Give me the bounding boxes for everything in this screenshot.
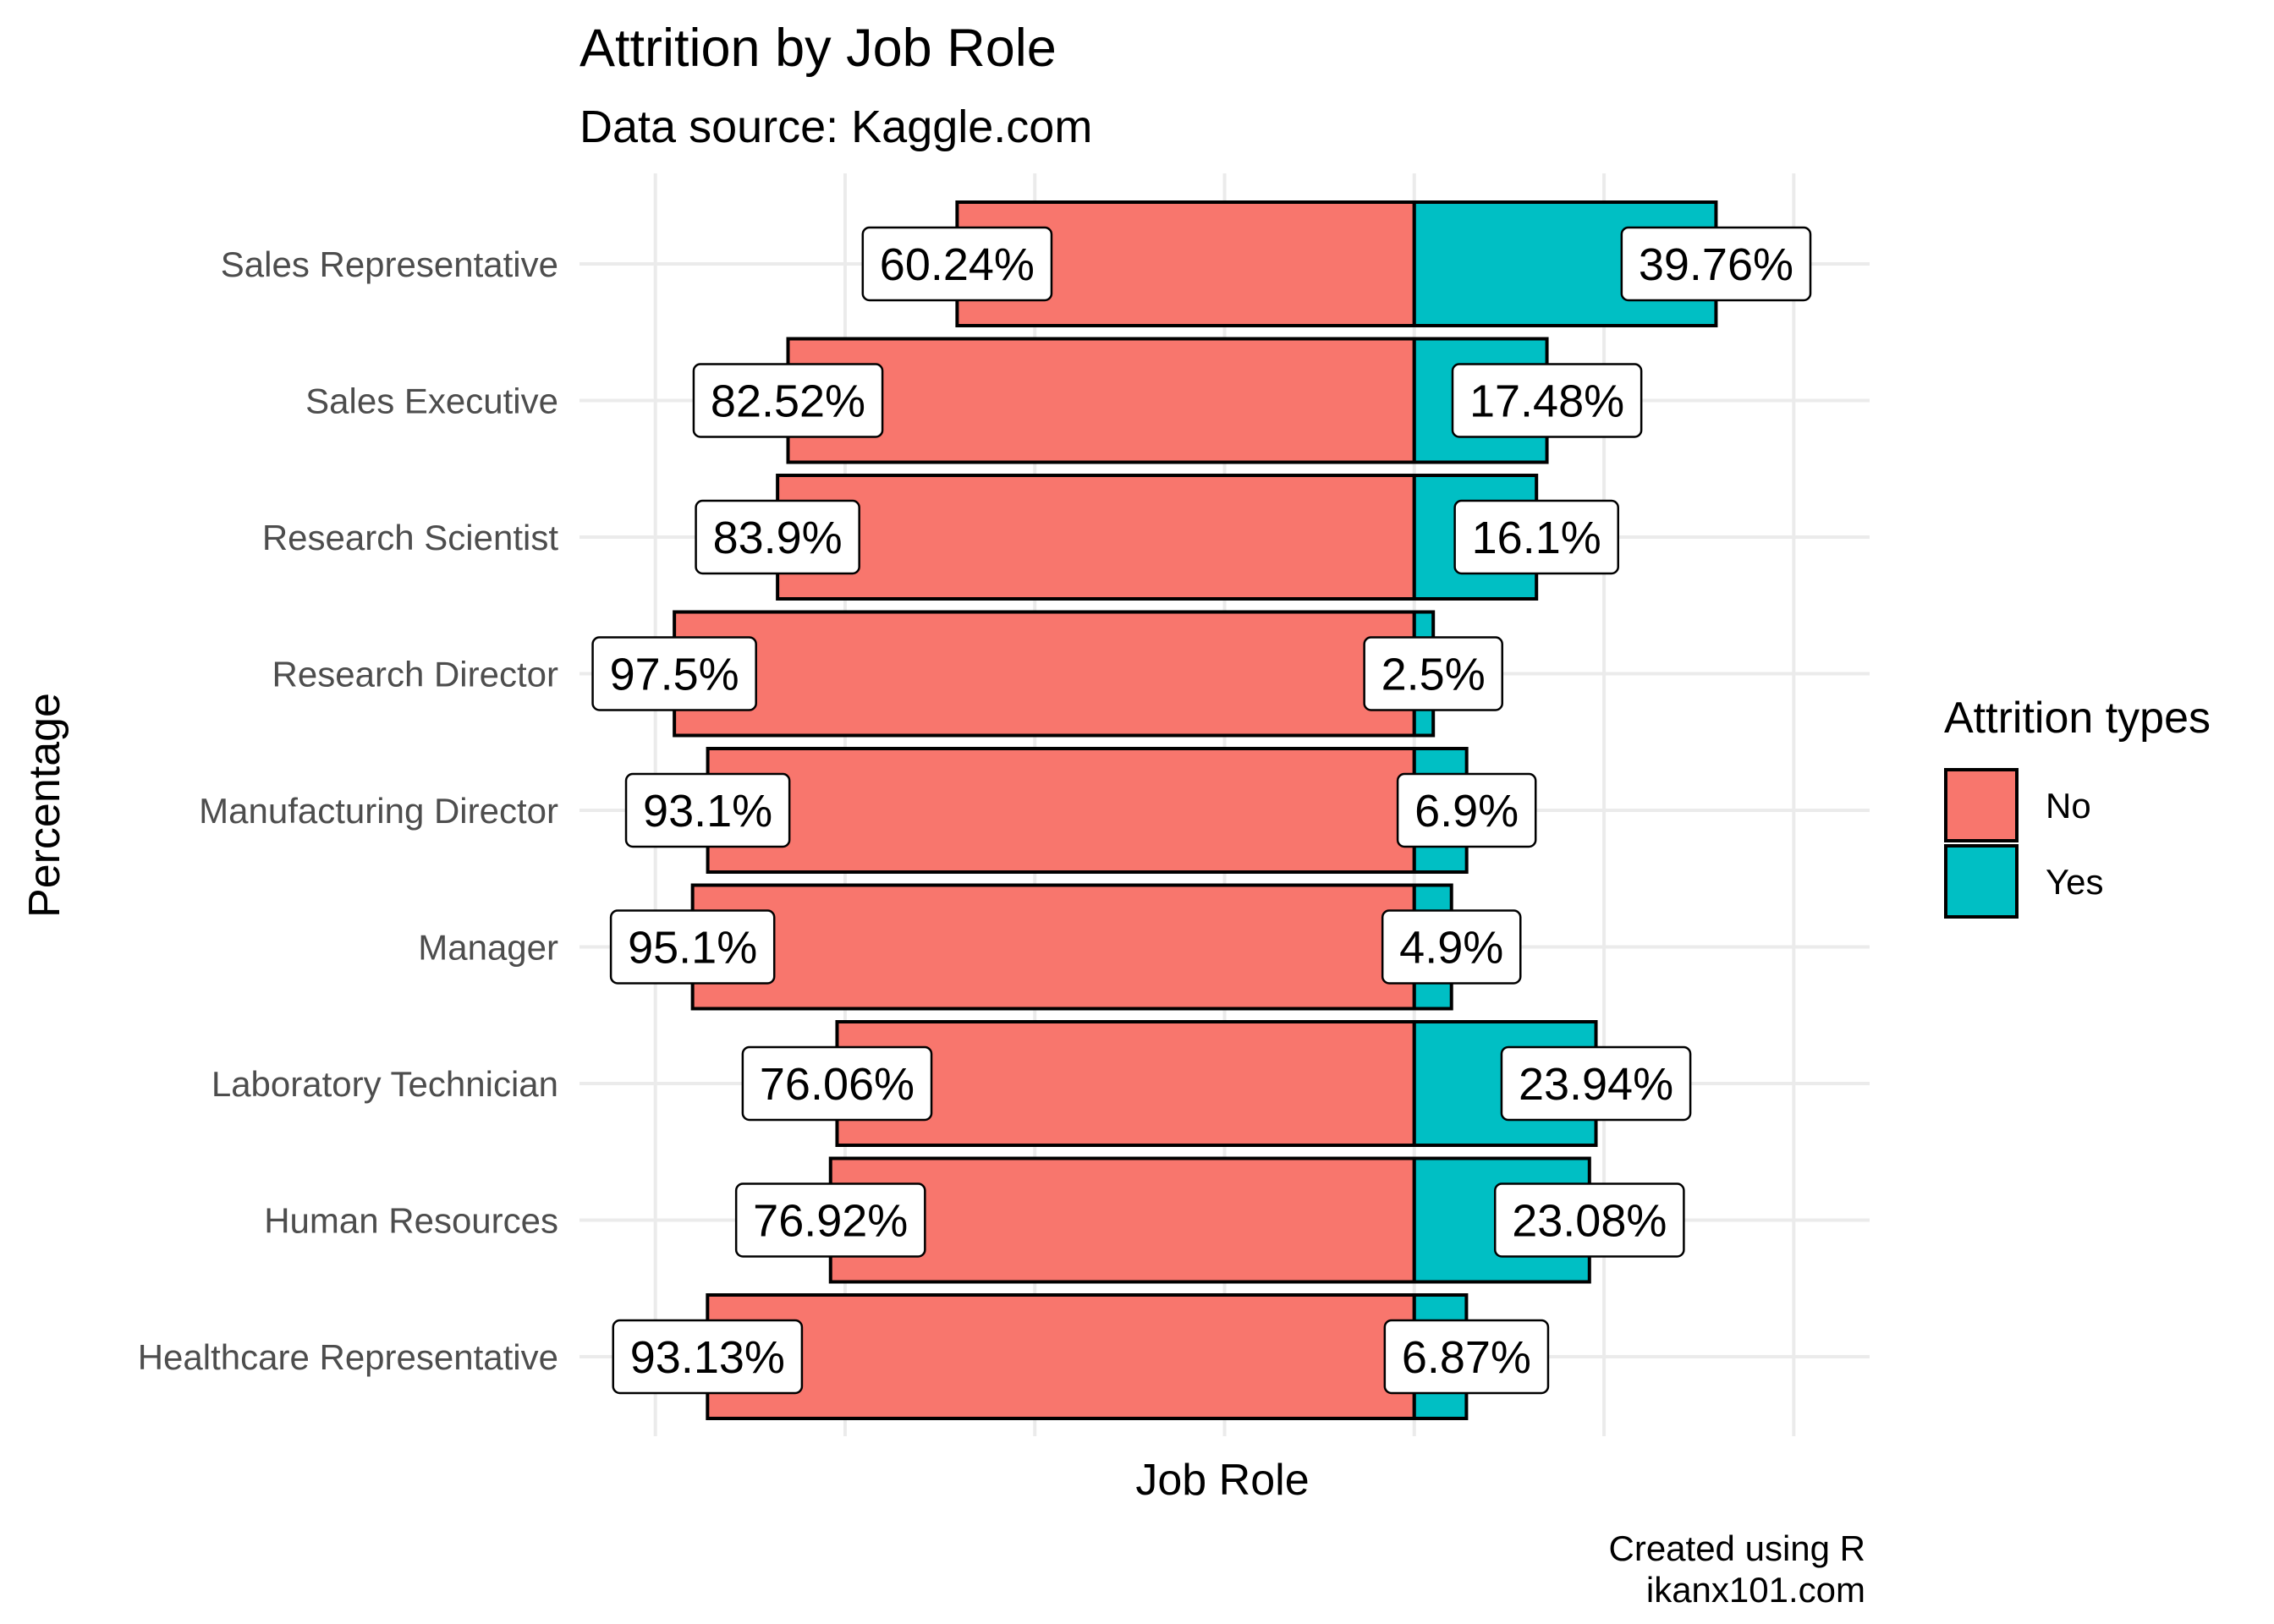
svg-text:93.1%: 93.1% [643, 786, 772, 837]
svg-text:39.76%: 39.76% [1639, 239, 1793, 290]
bars [673, 200, 1718, 1420]
svg-text:95.1%: 95.1% [628, 923, 757, 974]
bar-no-human-resources [828, 1156, 1416, 1284]
svg-text:23.94%: 23.94% [1519, 1059, 1673, 1110]
svg-text:2.5%: 2.5% [1381, 650, 1486, 700]
data-label-yes-manufacturing-director: 6.9% [1396, 772, 1537, 848]
svg-text:93.13%: 93.13% [630, 1332, 785, 1383]
svg-text:6.87%: 6.87% [1402, 1332, 1531, 1383]
chart-subtitle: Data source: Kaggle.com [579, 102, 1092, 152]
legend-label-no: No [2046, 786, 2091, 826]
y-tick-label-sales-representative: Sales Representative [221, 244, 558, 284]
data-label-yes-healthcare-representative: 6.87% [1383, 1319, 1550, 1395]
svg-text:60.24%: 60.24% [880, 239, 1035, 290]
legend-label-yes: Yes [2046, 862, 2104, 902]
svg-text:76.92%: 76.92% [753, 1196, 908, 1247]
data-label-no-manufacturing-director: 93.1% [624, 772, 791, 848]
y-tick-label-healthcare-representative: Healthcare Representative [138, 1337, 558, 1377]
bar-no-research-director [673, 610, 1416, 738]
legend-title: Attrition types [1944, 694, 2211, 743]
data-label-yes-sales-representative: 39.76% [1620, 226, 1812, 302]
svg-text:16.1%: 16.1% [1472, 513, 1601, 563]
data-label-no-sales-representative: 60.24% [861, 226, 1053, 302]
data-label-no-manager: 95.1% [609, 909, 776, 985]
svg-text:6.9%: 6.9% [1414, 786, 1519, 837]
y-tick-label-research-director: Research Director [272, 655, 558, 694]
caption-line-1: Created using R [1609, 1528, 1866, 1568]
data-label-yes-human-resources: 23.08% [1493, 1182, 1685, 1258]
bar-no-manager [690, 883, 1416, 1011]
svg-text:82.52%: 82.52% [711, 376, 865, 427]
bar-no-healthcare-representative [706, 1293, 1416, 1420]
data-label-yes-research-scientist: 16.1% [1453, 499, 1620, 575]
bar-no-sales-executive [786, 337, 1416, 464]
data-label-no-sales-executive: 82.52% [692, 363, 884, 438]
data-label-no-research-director: 97.5% [591, 636, 757, 711]
bar-no-laboratory-technician [835, 1020, 1416, 1147]
svg-text:17.48%: 17.48% [1469, 376, 1624, 427]
y-tick-label-sales-executive: Sales Executive [305, 381, 558, 421]
bar-no-manufacturing-director [706, 747, 1416, 874]
data-label-no-human-resources: 76.92% [734, 1182, 926, 1258]
y-tick-label-laboratory-technician: Laboratory Technician [211, 1064, 558, 1104]
y-tick-label-research-scientist: Research Scientist [262, 518, 558, 557]
chart-title: Attrition by Job Role [579, 19, 1057, 78]
y-axis-title: Percentage [20, 693, 69, 918]
data-label-yes-manager: 4.9% [1381, 909, 1522, 985]
data-label-no-research-scientist: 83.9% [695, 499, 860, 575]
legend-swatch-no [1944, 768, 2019, 842]
legend-swatch-yes [1944, 844, 2019, 919]
data-label-no-laboratory-technician: 76.06% [741, 1045, 933, 1122]
data-label-yes-research-director: 2.5% [1363, 636, 1503, 711]
data-label-no-healthcare-representative: 93.13% [612, 1319, 804, 1395]
x-axis-title: Job Role [1135, 1456, 1309, 1505]
data-label-yes-laboratory-technician: 23.94% [1500, 1045, 1692, 1122]
y-tick-label-human-resources: Human Resources [264, 1201, 558, 1241]
caption-line-2: ikanx101.com [1646, 1570, 1865, 1610]
svg-text:23.08%: 23.08% [1512, 1196, 1667, 1247]
bar-no-research-scientist [776, 474, 1416, 601]
y-tick-label-manager: Manager [418, 928, 558, 968]
legend: Attrition types No Yes [1944, 694, 2211, 919]
svg-text:83.9%: 83.9% [713, 513, 843, 563]
svg-text:4.9%: 4.9% [1399, 923, 1503, 974]
data-labels: 60.24% 39.76% 82.52% 17.48% 83.9% 16.1% 97.5% 2… [591, 226, 1812, 1395]
svg-text:76.06%: 76.06% [760, 1059, 915, 1110]
svg-text:97.5%: 97.5% [610, 650, 739, 700]
y-tick-labels: Sales Representative Sales Executive Resea… [138, 244, 559, 1377]
data-label-yes-sales-executive: 17.48% [1451, 363, 1643, 438]
y-tick-label-manufacturing-director: Manufacturing Director [199, 791, 558, 831]
